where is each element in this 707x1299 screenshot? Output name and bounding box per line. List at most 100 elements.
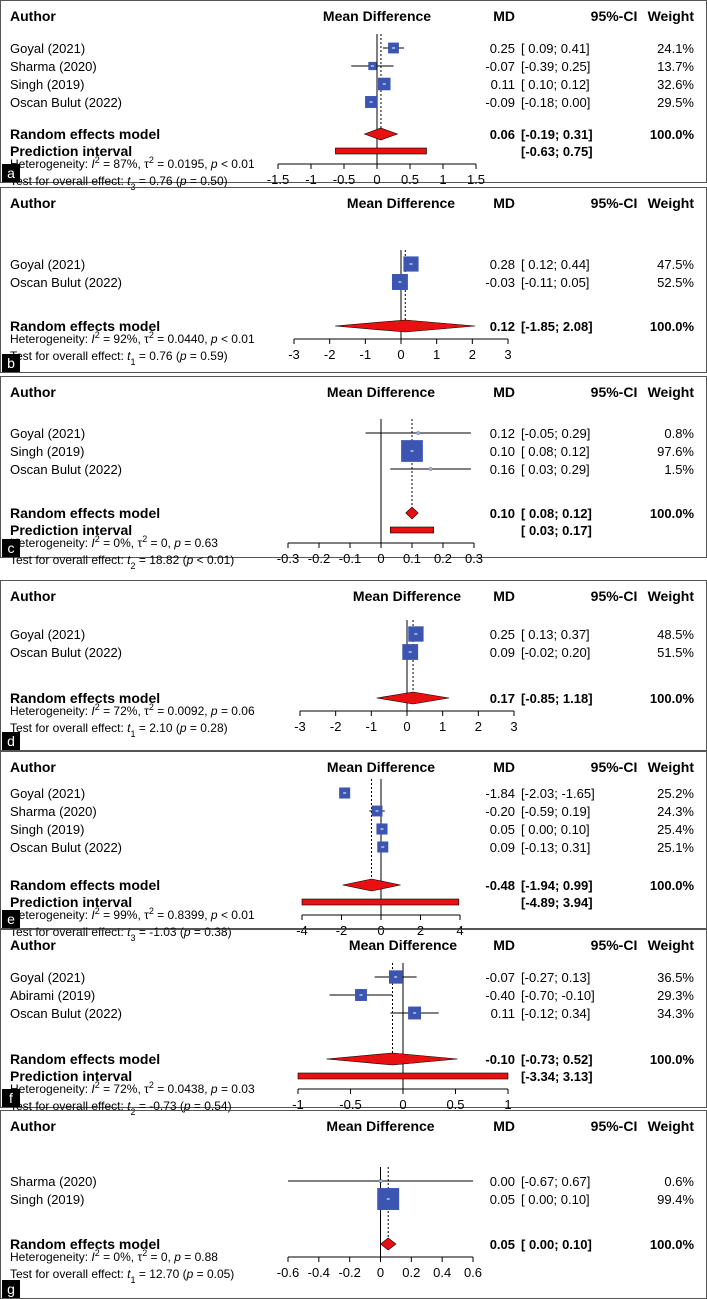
study-name: Sharma (2020) bbox=[10, 1174, 97, 1189]
pooled-md: -0.10 bbox=[485, 1052, 515, 1067]
x-tick-label: 3 bbox=[510, 719, 517, 734]
header-author: Author bbox=[10, 1118, 56, 1134]
pooled-weight: 100.0% bbox=[650, 878, 695, 893]
x-tick-label: 0.2 bbox=[402, 1265, 420, 1280]
forest-plot-d: Author Mean Difference MD 95%-CI Weight Goyal… bbox=[10, 588, 695, 739]
heterogeneity-text: Heterogeneity: I2 = 0%, τ2 = 0, p = 0.88 bbox=[10, 1248, 218, 1264]
pooled-md: 0.06 bbox=[490, 127, 515, 142]
pooled-diamond bbox=[342, 878, 401, 892]
pooled-weight: 100.0% bbox=[650, 127, 695, 142]
x-tick-label: -0.4 bbox=[308, 1265, 330, 1280]
study-ci: [ 0.12; 0.44] bbox=[521, 257, 590, 272]
study-name: Singh (2019) bbox=[10, 77, 84, 92]
study-ci: [-0.39; 0.25] bbox=[521, 59, 590, 74]
study-ci: [-0.05; 0.29] bbox=[521, 426, 590, 441]
header-md: MD bbox=[493, 384, 515, 400]
x-tick-label: -2 bbox=[330, 719, 342, 734]
header-ci: 95%-CI bbox=[591, 1118, 638, 1134]
pooled-ci: [-0.85; 1.18] bbox=[521, 691, 593, 706]
study-name: Goyal (2021) bbox=[10, 257, 85, 272]
overall-effect-text: Test for overall effect: t3 = 0.76 (p = … bbox=[10, 174, 228, 192]
study-md: -0.09 bbox=[485, 95, 515, 110]
x-tick-label: 0 bbox=[397, 347, 404, 362]
study-ci: [ 0.09; 0.41] bbox=[521, 41, 590, 56]
forest-plot-f: Author Mean Difference MD 95%-CI Weight Goyal… bbox=[10, 937, 695, 1117]
study-name: Singh (2019) bbox=[10, 444, 84, 459]
study-name: Oscan Bulut (2022) bbox=[10, 462, 122, 477]
pooled-label: Random effects model bbox=[10, 505, 160, 521]
study-ci: [-0.13; 0.31] bbox=[521, 840, 590, 855]
pooled-md: 0.05 bbox=[490, 1237, 515, 1252]
study-weight: 51.5% bbox=[657, 645, 694, 660]
header-mean-difference: Mean Difference bbox=[326, 1118, 434, 1134]
panel-label-e: e bbox=[2, 910, 20, 928]
study-ci: [-0.18; 0.00] bbox=[521, 95, 590, 110]
prediction-label: Prediction interval bbox=[10, 894, 132, 910]
prediction-label: Prediction interval bbox=[10, 522, 132, 538]
study-ci: [ 0.08; 0.12] bbox=[521, 444, 590, 459]
x-tick-label: 1.5 bbox=[467, 172, 485, 187]
header-mean-difference: Mean Difference bbox=[353, 588, 461, 604]
study-name: Goyal (2021) bbox=[10, 426, 85, 441]
pooled-label: Random effects model bbox=[10, 1051, 160, 1067]
pooled-diamond bbox=[405, 506, 419, 520]
study-md: 0.05 bbox=[490, 1192, 515, 1207]
study-ci: [-0.11; 0.05] bbox=[521, 275, 589, 290]
header-author: Author bbox=[10, 588, 56, 604]
x-tick-label: -0.5 bbox=[339, 1097, 361, 1112]
x-tick-label: 0 bbox=[377, 551, 384, 566]
pooled-diamond bbox=[376, 691, 450, 705]
header-weight: Weight bbox=[648, 588, 695, 604]
study-name: Singh (2019) bbox=[10, 822, 84, 837]
panel-label-f: f bbox=[2, 1089, 20, 1107]
panel-label-b: b bbox=[2, 354, 20, 372]
forest-plot-e: Author Mean Difference MD 95%-CI Weight Goyal… bbox=[10, 759, 695, 943]
study-ci: [-0.27; 0.13] bbox=[521, 970, 590, 985]
study-md: -0.40 bbox=[485, 988, 515, 1003]
pooled-label: Random effects model bbox=[10, 318, 160, 334]
panel-label-a: a bbox=[2, 164, 20, 182]
pooled-weight: 100.0% bbox=[650, 319, 695, 334]
study-weight: 25.2% bbox=[657, 786, 694, 801]
prediction-ci: [-3.34; 3.13] bbox=[521, 1069, 593, 1084]
prediction-label: Prediction interval bbox=[10, 143, 132, 159]
x-tick-label: -3 bbox=[288, 347, 300, 362]
study-weight: 29.3% bbox=[657, 988, 694, 1003]
x-tick-label: -0.5 bbox=[333, 172, 355, 187]
heterogeneity-text: Heterogeneity: I2 = 72%, τ2 = 0.0092, p … bbox=[10, 702, 255, 718]
prediction-ci: [-4.89; 3.94] bbox=[521, 895, 593, 910]
x-tick-label: 0.6 bbox=[464, 1265, 482, 1280]
x-tick-label: 4 bbox=[456, 923, 463, 938]
study-ci: [-2.03; -1.65] bbox=[521, 786, 595, 801]
study-md: -0.03 bbox=[485, 275, 515, 290]
header-mean-difference: Mean Difference bbox=[347, 195, 455, 211]
study-weight: 25.1% bbox=[657, 840, 694, 855]
x-tick-label: -0.2 bbox=[338, 1265, 360, 1280]
overall-effect-text: Test for overall effect: t2 = -0.73 (p =… bbox=[10, 1099, 232, 1117]
pooled-diamond bbox=[380, 1237, 397, 1251]
pooled-ci: [-1.94; 0.99] bbox=[521, 878, 593, 893]
study-md: 0.28 bbox=[490, 257, 515, 272]
pooled-md: 0.12 bbox=[490, 319, 515, 334]
study-weight: 25.4% bbox=[657, 822, 694, 837]
study-weight: 0.8% bbox=[664, 426, 694, 441]
header-md: MD bbox=[493, 588, 515, 604]
study-md: 0.05 bbox=[490, 822, 515, 837]
header-md: MD bbox=[493, 1118, 515, 1134]
header-weight: Weight bbox=[648, 937, 695, 953]
study-md: 0.09 bbox=[490, 645, 515, 660]
header-md: MD bbox=[493, 195, 515, 211]
study-md: 0.09 bbox=[490, 840, 515, 855]
x-tick-label: 0 bbox=[373, 172, 380, 187]
overall-effect-text: Test for overall effect: t1 = 12.70 (p =… bbox=[10, 1267, 234, 1285]
x-tick-label: 0.5 bbox=[401, 172, 419, 187]
x-tick-label: -1 bbox=[366, 719, 378, 734]
pooled-md: 0.10 bbox=[490, 506, 515, 521]
pooled-ci: [-1.85; 2.08] bbox=[521, 319, 593, 334]
pooled-label: Random effects model bbox=[10, 126, 160, 142]
forest-plot-a: Author Mean Difference MD 95%-CI Weight Goyal… bbox=[10, 8, 695, 192]
pooled-diamond bbox=[363, 127, 399, 141]
header-mean-difference: Mean Difference bbox=[349, 937, 457, 953]
heterogeneity-text: Heterogeneity: I2 = 99%, τ2 = 0.8399, p … bbox=[10, 906, 255, 922]
study-weight: 97.6% bbox=[657, 444, 694, 459]
